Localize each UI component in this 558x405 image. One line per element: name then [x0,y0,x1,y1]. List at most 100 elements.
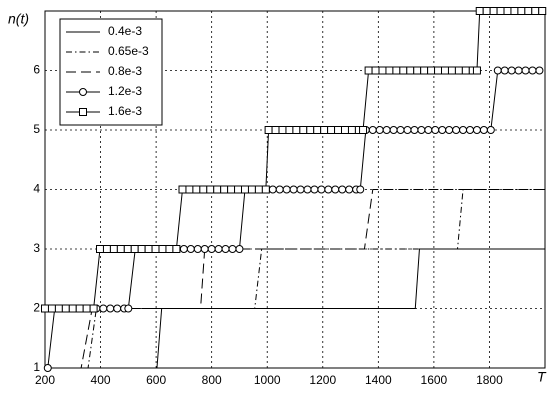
marker [41,304,49,313]
marker [213,185,222,194]
marker [158,245,167,253]
marker [113,304,122,313]
y-tick-label: 3 [33,241,40,255]
legend: 0.4e-3 0.65e-3 0.8e-3 1.2e-3 1.6e-3 [59,18,163,126]
marker [89,304,98,313]
marker [200,245,209,253]
marker [359,126,368,134]
marker [214,245,223,253]
marker [186,245,195,253]
marker [406,66,415,75]
marker [399,66,408,75]
marker [47,304,56,313]
marker [79,88,87,96]
marker [234,185,243,194]
marker [531,7,540,15]
marker [306,126,315,134]
marker [528,66,537,75]
marker [403,126,412,134]
marker [420,66,429,75]
marker [296,185,305,194]
marker [144,245,153,253]
marker [179,245,188,253]
marker [413,66,422,75]
y-tick-label: 2 [33,301,40,315]
marker [106,304,115,313]
marker [282,185,291,194]
plot-frame [44,10,546,369]
marker [493,66,502,75]
marker [427,66,436,75]
marker [538,7,547,15]
marker [338,185,347,194]
series-line [45,189,545,369]
legend-label: 1.6e-3 [108,104,142,118]
series-line [45,189,545,369]
marker [220,185,229,194]
marker [466,126,474,134]
marker [99,304,108,313]
marker [261,185,270,194]
marker [123,245,132,253]
marker [61,304,70,313]
marker [275,185,284,194]
marker [389,126,398,134]
marker [385,66,394,75]
marker [151,245,160,253]
marker [221,245,230,253]
x-tick-label: 1600 [421,373,448,387]
marker [535,66,544,75]
marker [452,126,461,134]
x-axis-label: T [537,369,547,385]
marker [431,126,440,134]
marker [447,66,456,75]
marker [137,245,146,253]
marker [303,185,312,194]
marker [486,126,495,134]
marker [43,364,52,372]
marker [371,66,380,75]
marker [278,126,287,134]
marker [510,7,519,15]
legend-label: 1.2e-3 [108,84,142,98]
x-tick-label: 1000 [254,373,281,387]
legend-box [59,18,163,126]
marker [472,66,481,75]
marker [479,126,488,134]
marker [496,7,505,15]
marker [241,185,249,194]
y-tick-label: 1 [33,360,40,374]
marker [102,245,111,253]
marker [235,245,244,253]
marker [475,7,484,15]
marker [472,126,481,134]
y-tick-label: 5 [33,122,40,136]
marker [192,185,201,194]
marker [185,185,194,194]
marker [347,126,356,134]
marker [503,7,512,15]
x-tick-label: 400 [91,373,111,387]
marker [392,66,401,75]
marker [327,126,336,134]
marker [207,245,216,253]
marker [247,185,256,194]
y-tick-label: 6 [33,63,40,77]
marker [268,185,277,194]
marker [54,304,63,313]
marker [524,7,533,15]
marker [489,7,498,15]
marker [368,126,377,134]
marker [206,185,215,194]
marker [130,245,139,253]
marker [514,66,523,75]
marker [199,185,208,194]
marker [82,304,91,313]
marker [382,126,391,134]
marker [324,185,333,194]
marker [507,66,516,75]
marker [178,185,187,194]
marker [264,126,273,134]
marker [441,66,449,75]
